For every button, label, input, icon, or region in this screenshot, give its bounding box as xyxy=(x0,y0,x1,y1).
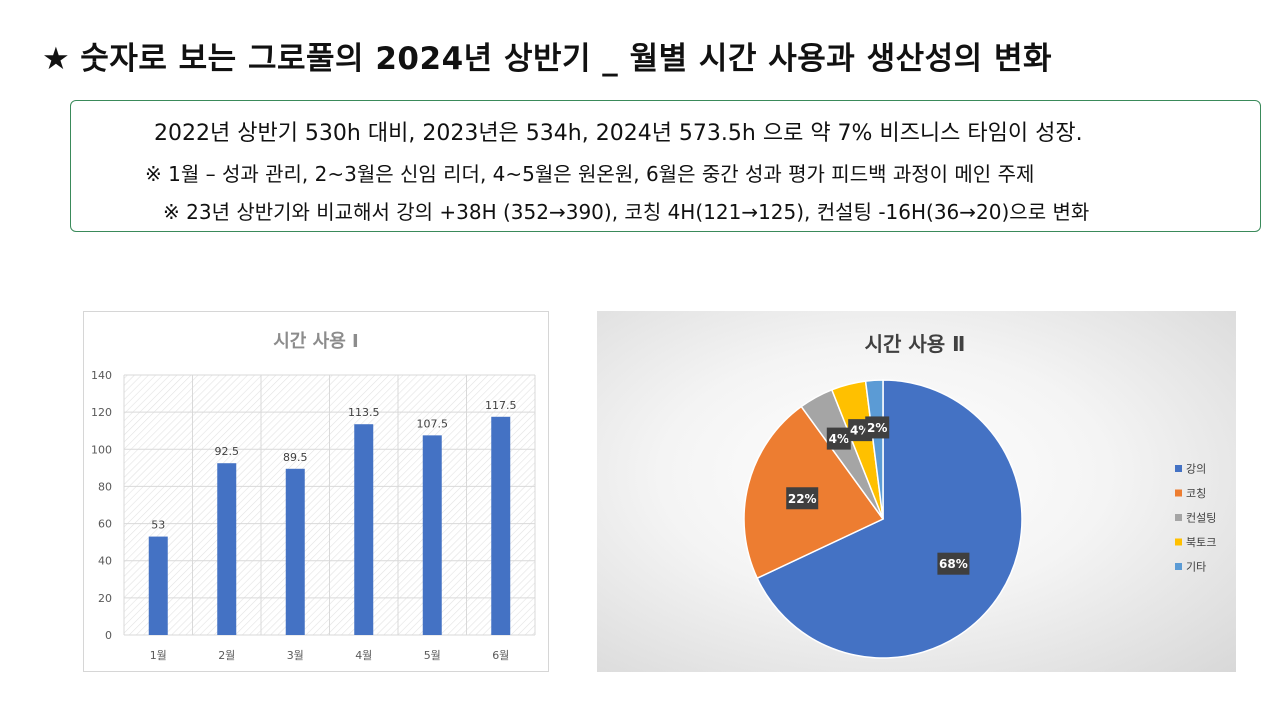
pie-slice-5 xyxy=(864,379,884,520)
bar xyxy=(354,424,374,635)
y-tick-label: 80 xyxy=(98,480,112,493)
pie-label-box xyxy=(786,487,819,510)
bar xyxy=(285,468,305,635)
bar xyxy=(217,463,237,635)
bar-value-label: 117.5 xyxy=(485,399,517,412)
chart-title: 시간 사용 Ⅱ xyxy=(865,332,966,356)
bar-value-label: 53 xyxy=(151,519,165,532)
star-icon: ★ xyxy=(42,41,71,77)
bar xyxy=(422,435,442,635)
legend-label: 코칭 xyxy=(1186,487,1206,500)
summary-line-1: 2022년 상반기 530h 대비, 2023년은 534h, 2024년 57… xyxy=(154,121,1083,146)
bar-chart: 시간 사용 Ⅰ 0 20 40 60 80 100 120 140 53 1월 92.5 2월 89.5 3… xyxy=(91,331,536,662)
bar xyxy=(491,416,511,635)
bar-value-label: 113.5 xyxy=(348,406,380,419)
y-tick-label: 140 xyxy=(91,369,112,382)
legend-label: 강의 xyxy=(1186,463,1206,476)
chart-title: 시간 사용 Ⅰ xyxy=(273,331,358,352)
x-tick-label: 4월 xyxy=(355,649,372,662)
y-tick-label: 40 xyxy=(98,555,112,568)
pie-data-label: 4% xyxy=(829,432,849,446)
pie-data-label: 22% xyxy=(788,492,817,506)
x-tick-label: 6월 xyxy=(492,649,509,662)
y-tick-label: 20 xyxy=(98,592,112,605)
pie-data-label: 68% xyxy=(939,557,968,571)
bar-value-label: 107.5 xyxy=(417,417,449,430)
summary-line-2: ※ 1월 – 성과 관리, 2~3월은 신임 리더, 4~5월은 원온원, 6월… xyxy=(145,162,1035,186)
pie-slice-1 xyxy=(756,379,1023,659)
pie-data-label: 2% xyxy=(867,421,887,435)
bar xyxy=(148,536,168,635)
bar-value-label: 89.5 xyxy=(283,451,308,464)
page-title-text: 숫자로 보는 그로풀의 2024년 상반기 _ 월별 시간 사용과 생산성의 변… xyxy=(80,41,1053,77)
y-tick-label: 120 xyxy=(91,406,112,419)
summary-line-3: ※ 23년 상반기와 비교해서 강의 +38H (352→390), 코칭 4H… xyxy=(163,200,1090,224)
summary-box: 2022년 상반기 530h 대비, 2023년은 534h, 2024년 57… xyxy=(70,100,1261,232)
x-tick-label: 1월 xyxy=(150,649,167,662)
x-tick-label: 5월 xyxy=(424,649,441,662)
pie-chart-panel: 시간 사용 Ⅱ 68% 22% 4% 4% 2% 강의 코칭 컨설팅 북토크 기타 xyxy=(597,311,1236,672)
x-tick-label: 2월 xyxy=(218,649,235,662)
x-tick-label: 3월 xyxy=(287,649,304,662)
bar-value-label: 92.5 xyxy=(215,445,240,458)
legend-swatch xyxy=(1175,563,1182,570)
page-title: ★ 숫자로 보는 그로풀의 2024년 상반기 _ 월별 시간 사용과 생산성의 … xyxy=(42,33,1052,78)
legend-label: 북토크 xyxy=(1186,536,1216,549)
pie-label-box xyxy=(937,552,970,575)
y-tick-label: 60 xyxy=(98,518,112,531)
y-tick-label: 0 xyxy=(105,629,112,642)
legend-label: 기타 xyxy=(1186,561,1206,574)
legend-swatch xyxy=(1175,514,1182,521)
pie-label-box xyxy=(865,416,890,439)
pie-label-box xyxy=(826,427,851,450)
bar-chart-panel: 시간 사용 Ⅰ 0 20 40 60 80 100 120 140 53 1월 92.5 2월 89.5 3… xyxy=(83,311,549,672)
legend-swatch xyxy=(1175,538,1182,546)
legend-swatch xyxy=(1175,465,1182,472)
y-tick-label: 100 xyxy=(91,443,112,456)
legend-swatch xyxy=(1175,489,1182,497)
legend-label: 컨설팅 xyxy=(1186,512,1216,525)
